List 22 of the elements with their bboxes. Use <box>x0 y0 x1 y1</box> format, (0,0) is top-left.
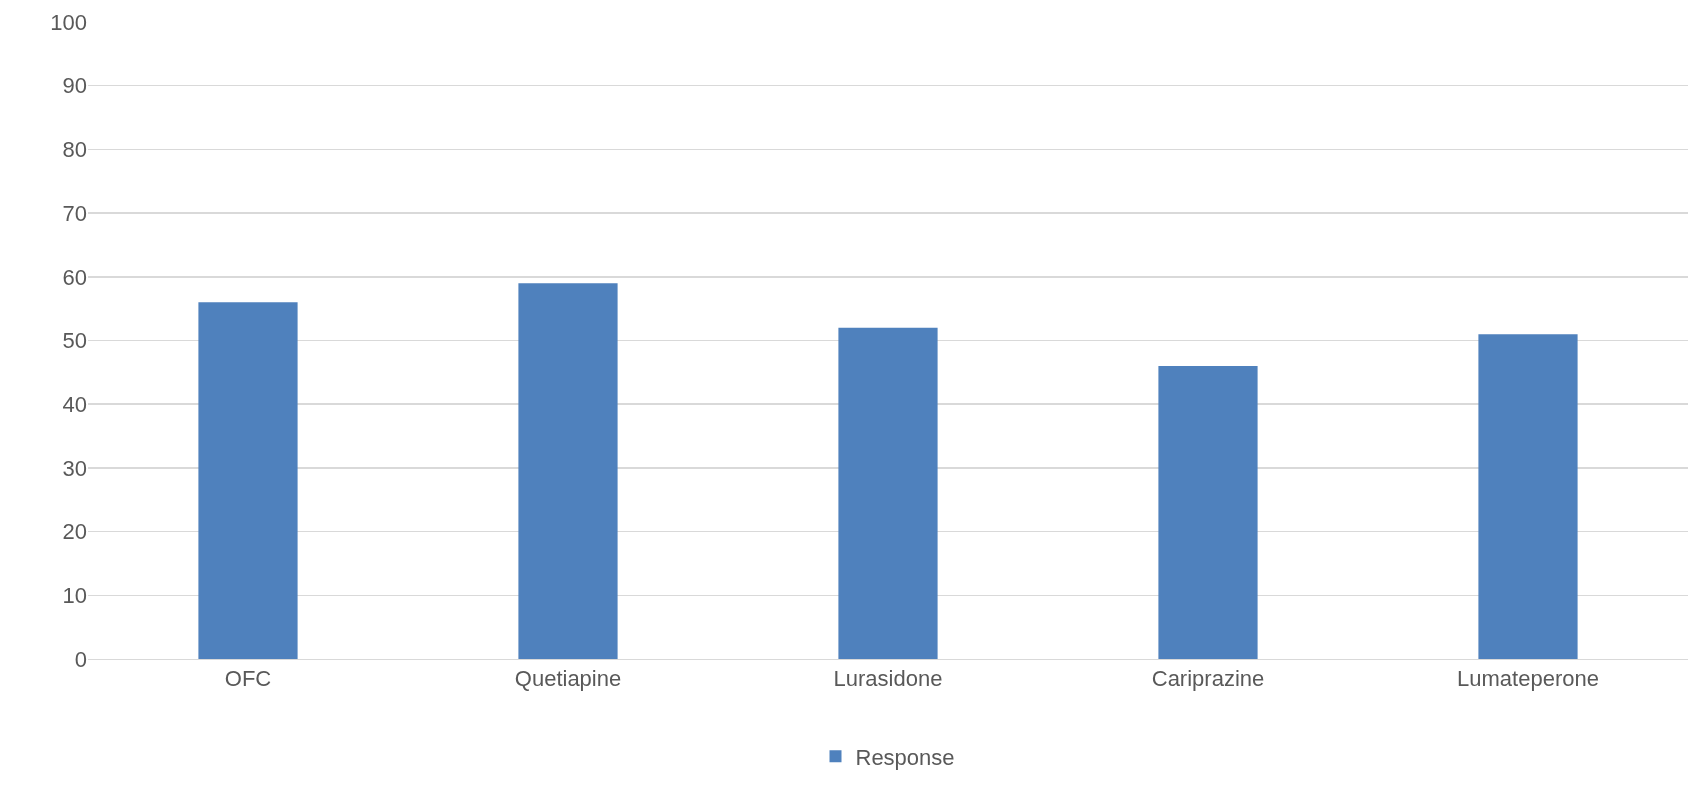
y-tick-label: 20 <box>62 519 87 545</box>
legend-label: Response <box>855 744 955 770</box>
x-tick-label: OFC <box>224 666 272 692</box>
y-tick-label: 70 <box>62 200 87 226</box>
y-tick-label: 100 <box>50 9 87 35</box>
bar <box>518 283 618 659</box>
x-tick-label: Lumateperone <box>1457 666 1599 692</box>
x-tick-label: Lurasidone <box>833 666 943 692</box>
y-tick-label: 90 <box>62 73 87 99</box>
bar <box>198 302 298 659</box>
bar <box>838 327 938 659</box>
y-tick-label: 30 <box>62 455 87 481</box>
bar <box>1478 334 1578 659</box>
y-tick-label: 0 <box>74 646 87 672</box>
y-tick-label: 40 <box>62 391 87 417</box>
y-tick-label: 50 <box>62 328 87 354</box>
x-tick-label: Quetiapine <box>514 666 622 692</box>
bar <box>1158 365 1258 659</box>
y-tick-label: 60 <box>62 264 87 290</box>
x-tick-label: Cariprazine <box>1151 666 1265 692</box>
y-tick-label: 80 <box>62 137 87 163</box>
y-tick-label: 10 <box>62 583 87 608</box>
